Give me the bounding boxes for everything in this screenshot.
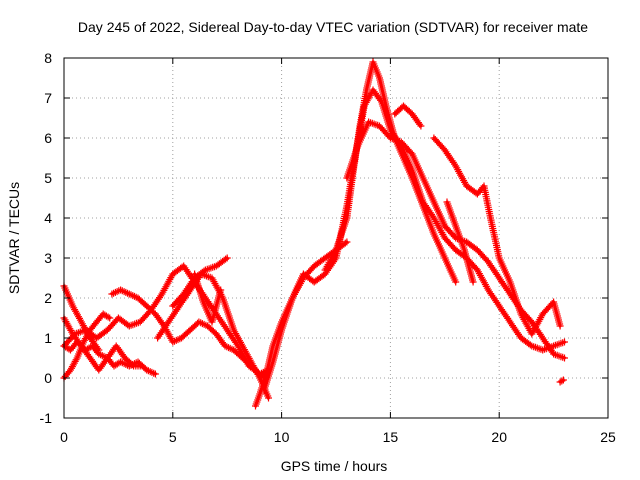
data-point xyxy=(94,344,102,352)
series-track-o xyxy=(430,134,564,338)
series-track-i xyxy=(191,270,225,326)
data-point xyxy=(169,338,177,346)
series-track-n xyxy=(391,102,425,130)
data-point xyxy=(106,314,114,322)
data-point xyxy=(138,362,146,370)
series-track-q xyxy=(556,376,567,386)
series-band xyxy=(262,88,566,392)
data-point xyxy=(556,322,564,330)
y-tick-label: 4 xyxy=(44,210,52,226)
data-point xyxy=(129,292,137,300)
axis-ticks: 0 5 10 15 20 25 -1 0 1 2 3 4 5 6 7 8 xyxy=(40,50,616,445)
data-point xyxy=(125,290,133,298)
y-tick-label: 0 xyxy=(44,370,52,386)
data-point xyxy=(108,290,116,298)
data-point xyxy=(150,369,158,377)
data-point xyxy=(559,376,567,384)
y-tick-label: 1 xyxy=(44,330,52,346)
data-point xyxy=(72,356,80,364)
data-point xyxy=(151,370,159,378)
x-tick-label: 10 xyxy=(274,429,290,445)
data-point xyxy=(452,278,460,286)
y-tick-label: 8 xyxy=(44,50,52,66)
x-tick-label: 5 xyxy=(169,429,177,445)
x-axis-label: GPS time / hours xyxy=(281,458,388,474)
data-point xyxy=(120,360,128,368)
data-point xyxy=(558,377,566,385)
data-point xyxy=(111,288,119,296)
data-point xyxy=(113,288,121,296)
y-tick-label: 7 xyxy=(44,90,52,106)
data-point xyxy=(197,319,205,327)
y-axis-label: SDTVAR / TECUs xyxy=(6,182,22,294)
y-tick-label: 2 xyxy=(44,290,52,306)
series-track-l xyxy=(321,58,460,286)
data-point xyxy=(416,120,424,128)
series-band xyxy=(156,272,270,400)
data-point xyxy=(143,366,151,374)
x-tick-label: 15 xyxy=(383,429,399,445)
x-tick-label: 0 xyxy=(60,429,68,445)
data-point xyxy=(561,338,568,346)
data-point xyxy=(265,394,272,402)
data-point xyxy=(217,286,225,294)
data-point xyxy=(561,354,568,362)
data-point xyxy=(146,368,154,376)
series-track-k xyxy=(260,86,568,394)
data-point xyxy=(417,122,425,130)
y-tick-label: 6 xyxy=(44,130,52,146)
data-point xyxy=(122,288,130,296)
y-tick-label: -1 xyxy=(40,410,53,426)
series-track-p xyxy=(443,198,477,286)
data-points xyxy=(60,58,568,410)
series-track-m xyxy=(343,118,568,362)
series-track-h xyxy=(169,254,231,310)
plot-frame xyxy=(63,57,609,419)
data-point xyxy=(117,358,125,366)
y-tick-label: 5 xyxy=(44,170,52,186)
data-point xyxy=(172,336,180,344)
data-point xyxy=(97,351,105,359)
data-point xyxy=(222,255,230,263)
x-tick-label: 20 xyxy=(491,429,507,445)
data-point xyxy=(343,238,351,246)
data-point xyxy=(469,278,477,286)
y-tick-label: 3 xyxy=(44,250,52,266)
data-point xyxy=(117,286,125,294)
data-point xyxy=(223,343,231,351)
data-point xyxy=(341,239,349,247)
chart-title: Day 245 of 2022, Sidereal Day-to-day VTE… xyxy=(78,19,588,35)
series-track-g xyxy=(154,270,272,402)
x-tick-label: 25 xyxy=(600,429,616,445)
data-point xyxy=(128,361,136,369)
data-point xyxy=(120,288,128,296)
grid-lines xyxy=(64,58,608,418)
data-point xyxy=(225,344,232,352)
data-point xyxy=(98,352,106,360)
data-point xyxy=(223,254,231,262)
data-point xyxy=(198,320,206,328)
data-point xyxy=(131,292,138,300)
data-point xyxy=(104,313,112,321)
data-point xyxy=(95,346,103,354)
